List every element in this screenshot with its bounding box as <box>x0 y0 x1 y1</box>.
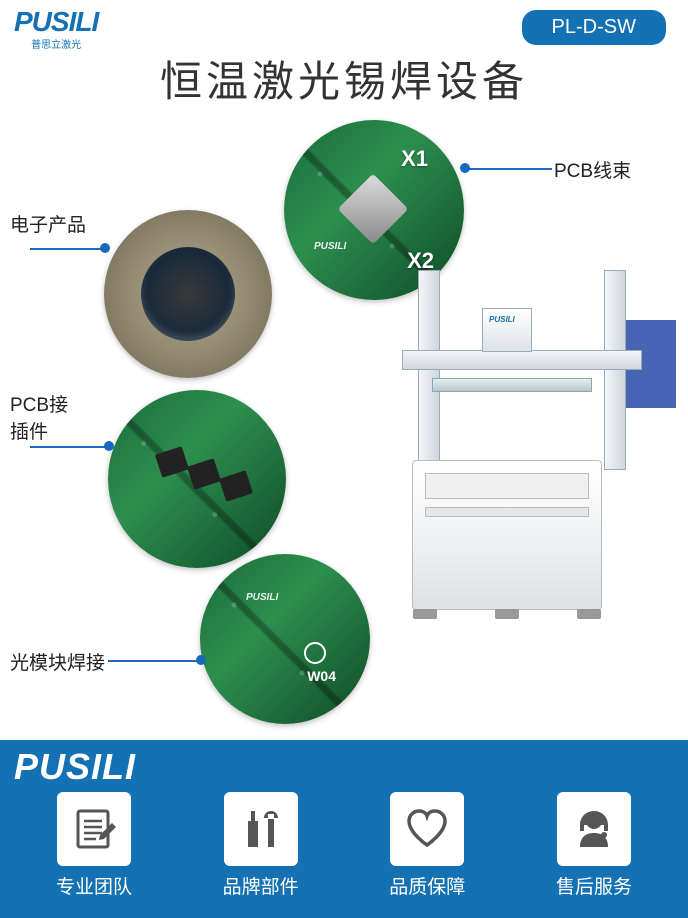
label-electronics: 电子产品 <box>10 210 86 237</box>
feature-label: 专业团队 <box>34 872 154 899</box>
pcb-brand-mark: PUSILI <box>246 592 278 603</box>
feature-quality: 品质保障 <box>367 792 487 899</box>
feature-parts: 品牌部件 <box>201 792 321 899</box>
leader-line <box>30 446 108 448</box>
document-icon <box>57 792 131 866</box>
machine-illustration: PUSILI <box>382 250 662 610</box>
logo-text: PUSILI <box>14 6 98 38</box>
machine-brand-mark: PUSILI <box>489 315 515 324</box>
label-pcb-connector: PCB接 插件 <box>10 390 68 444</box>
pcb-mark-x1: X1 <box>401 146 428 172</box>
callout-pcb-connector <box>108 390 286 568</box>
feature-label: 品牌部件 <box>201 872 321 899</box>
callout-circle <box>104 210 272 378</box>
footer-brand: PUSILI <box>0 740 688 788</box>
callout-circle <box>108 390 286 568</box>
feature-label: 品质保障 <box>367 872 487 899</box>
pcb-brand-mark: PUSILI <box>314 241 346 252</box>
callout-electronics <box>104 210 272 378</box>
feature-support: 售后服务 <box>534 792 654 899</box>
feature-row: 专业团队 品牌部件 品质保障 <box>0 788 688 899</box>
feature-team: 专业团队 <box>34 792 154 899</box>
leader-dot <box>104 441 114 451</box>
support-icon <box>557 792 631 866</box>
brand-logo: PUSILI 普思立激光 <box>14 6 98 51</box>
callout-circle: PUSILI W04 <box>200 554 370 724</box>
leader-dot <box>196 655 206 665</box>
leader-line <box>108 660 200 662</box>
leader-line <box>30 248 104 250</box>
leader-line <box>468 168 552 170</box>
model-badge: PL-D-SW <box>522 10 666 45</box>
feature-label: 售后服务 <box>534 872 654 899</box>
callout-optical-module: PUSILI W04 <box>200 554 370 724</box>
heart-icon <box>390 792 464 866</box>
main-illustration: X1 X2 PUSILI PCB线束 电子产品 PCB接 插件 PUSILI W… <box>0 100 688 740</box>
tools-icon <box>224 792 298 866</box>
footer: PUSILI 专业团队 品牌部件 <box>0 740 688 918</box>
label-optical-module: 光模块焊接 <box>10 648 105 675</box>
label-pcb-harness: PCB线束 <box>554 156 631 183</box>
leader-dot <box>460 163 470 173</box>
leader-dot <box>100 243 110 253</box>
